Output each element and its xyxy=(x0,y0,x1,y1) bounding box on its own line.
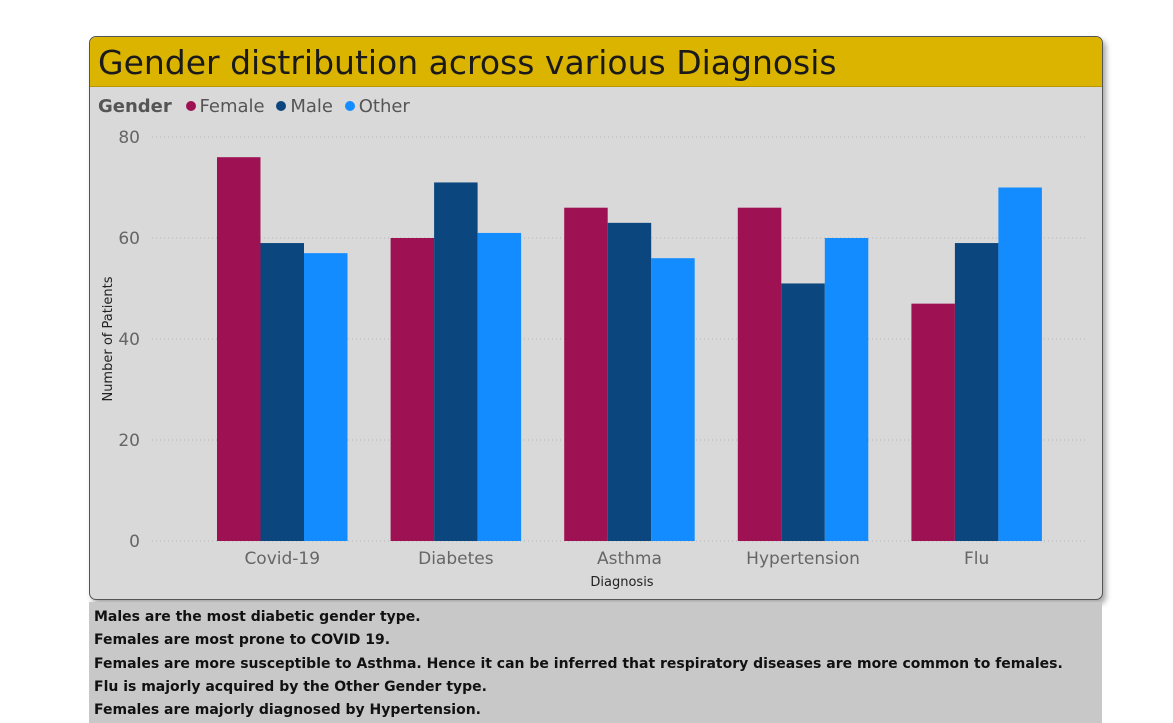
x-axis-title: Diagnosis xyxy=(590,575,653,590)
legend-dot-male xyxy=(276,101,287,111)
y-tick-label: 20 xyxy=(118,431,140,451)
insights-panel: Males are the most diabetic gender type.… xyxy=(89,602,1102,723)
bar-female xyxy=(217,157,261,541)
bar-other xyxy=(998,187,1042,541)
bar-male xyxy=(260,243,304,542)
x-tick-label: Flu xyxy=(964,549,989,569)
legend-dot-other xyxy=(344,101,355,111)
legend: Gender Female Male Other xyxy=(98,96,416,117)
insight-note: Females are majorly diagnosed by Hyperte… xyxy=(94,702,481,719)
insight-note: Females are more susceptible to Asthma. … xyxy=(94,655,1063,672)
x-tick-label: Hypertension xyxy=(746,549,860,569)
x-tick-label: Diabetes xyxy=(418,549,494,569)
bar-other xyxy=(304,253,348,541)
y-axis-title: Number of Patients xyxy=(101,276,116,401)
bar-male xyxy=(434,182,478,541)
legend-item-male[interactable]: Male xyxy=(276,96,333,117)
legend-dot-female xyxy=(185,101,196,111)
bar-male xyxy=(607,222,652,541)
bar-other xyxy=(824,238,869,541)
chart-card: Gender distribution across various Diagn… xyxy=(89,36,1103,600)
legend-label-other: Other xyxy=(358,96,410,117)
bar-female xyxy=(737,207,782,541)
legend-label-female: Female xyxy=(199,96,265,117)
bar-other xyxy=(651,258,695,541)
chart-title: Gender distribution across various Diagn… xyxy=(98,43,837,82)
y-tick-label: 0 xyxy=(129,532,140,552)
y-tick-label: 80 xyxy=(118,128,140,148)
bar-female xyxy=(564,207,608,541)
bar-chart: 0 20 40 60 80 Covid-19 Diabetes Asthma Hypertens… xyxy=(101,128,1085,590)
insight-note: Males are the most diabetic gender type. xyxy=(94,609,421,625)
y-tick-label: 60 xyxy=(118,229,140,249)
title-bar: Gender distribution across various Diagn… xyxy=(90,37,1102,87)
bar-male xyxy=(954,243,999,542)
legend-item-female[interactable]: Female xyxy=(185,96,265,117)
y-tick-label: 40 xyxy=(118,330,140,350)
bar-female xyxy=(911,303,955,541)
legend-label-male: Male xyxy=(290,96,333,117)
x-tick-label: Covid-19 xyxy=(244,549,320,569)
legend-title: Gender xyxy=(98,96,172,117)
bar-female xyxy=(390,238,435,541)
insight-note: Flu is majorly acquired by the Other Gen… xyxy=(94,678,487,695)
insight-note: Females are most prone to COVID 19. xyxy=(94,632,391,649)
bar-other xyxy=(477,232,522,541)
legend-item-other[interactable]: Other xyxy=(344,96,410,117)
x-tick-label: Asthma xyxy=(597,549,662,569)
bar-male xyxy=(781,283,825,541)
